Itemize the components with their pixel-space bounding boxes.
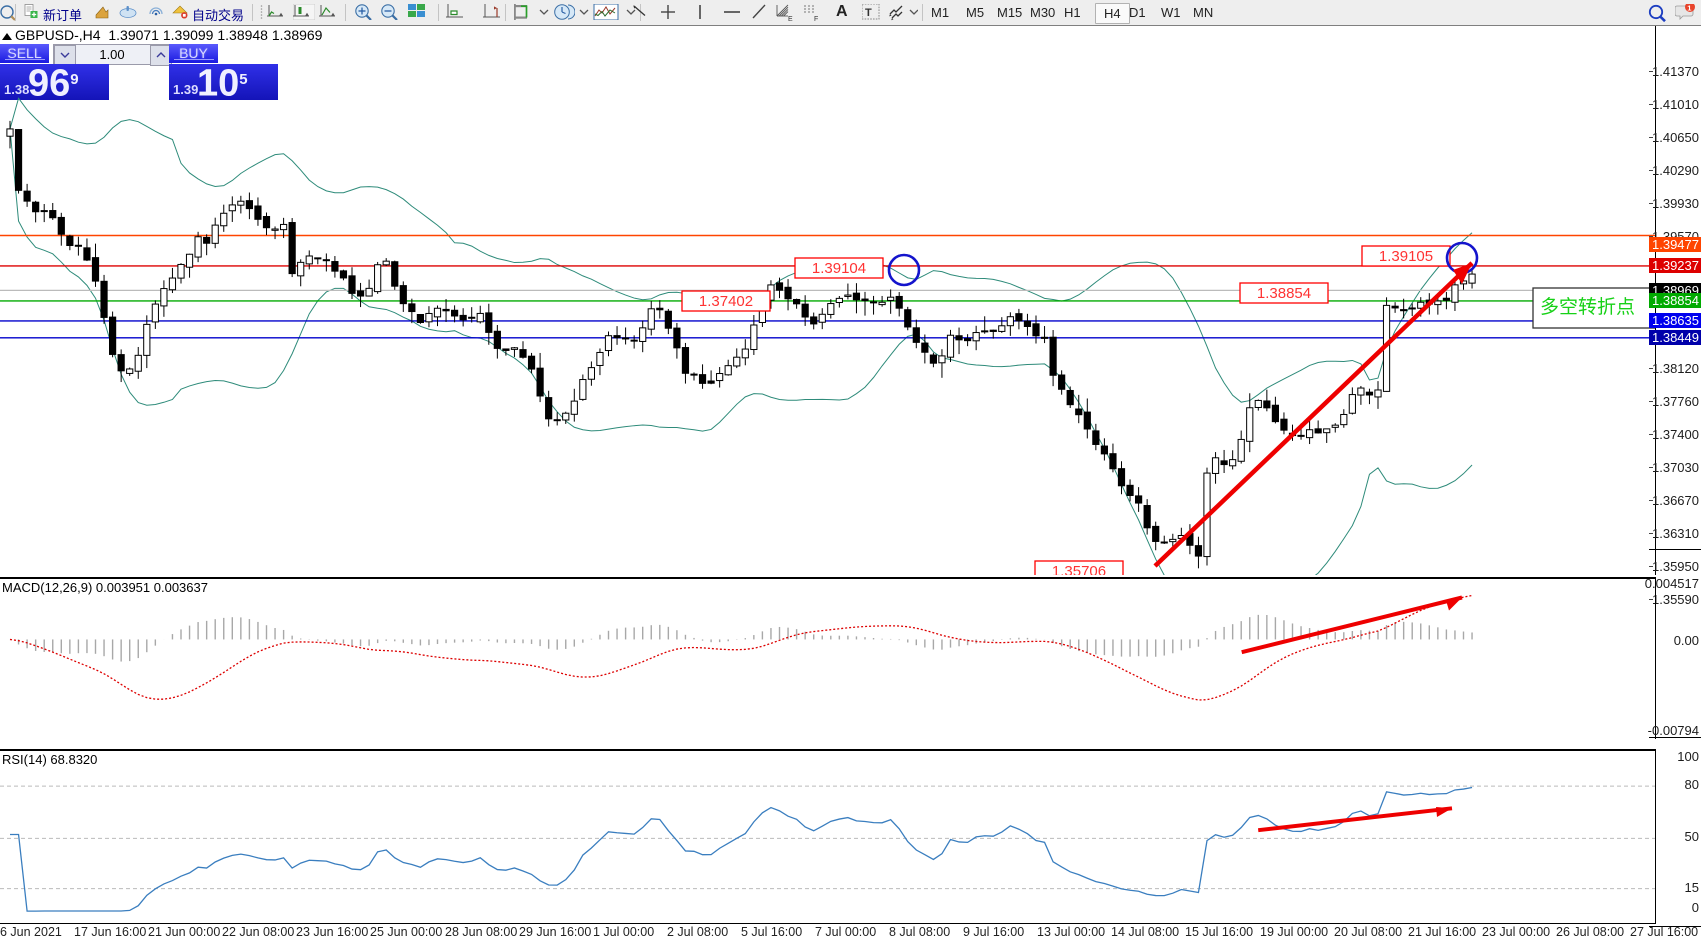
svg-text:E: E: [788, 16, 793, 22]
svg-text:多空转折点: 多空转折点: [1540, 296, 1635, 318]
svg-text:F: F: [814, 16, 818, 22]
svg-text:1.37402: 1.37402: [699, 293, 753, 310]
svg-text:1.35706: 1.35706: [1052, 563, 1106, 575]
svg-text:T: T: [865, 7, 872, 19]
svg-text:1.38854: 1.38854: [1257, 285, 1311, 302]
svg-text:1: 1: [1687, 4, 1691, 12]
svg-text:1.39104: 1.39104: [812, 260, 866, 277]
svg-text:1.39105: 1.39105: [1379, 248, 1433, 265]
